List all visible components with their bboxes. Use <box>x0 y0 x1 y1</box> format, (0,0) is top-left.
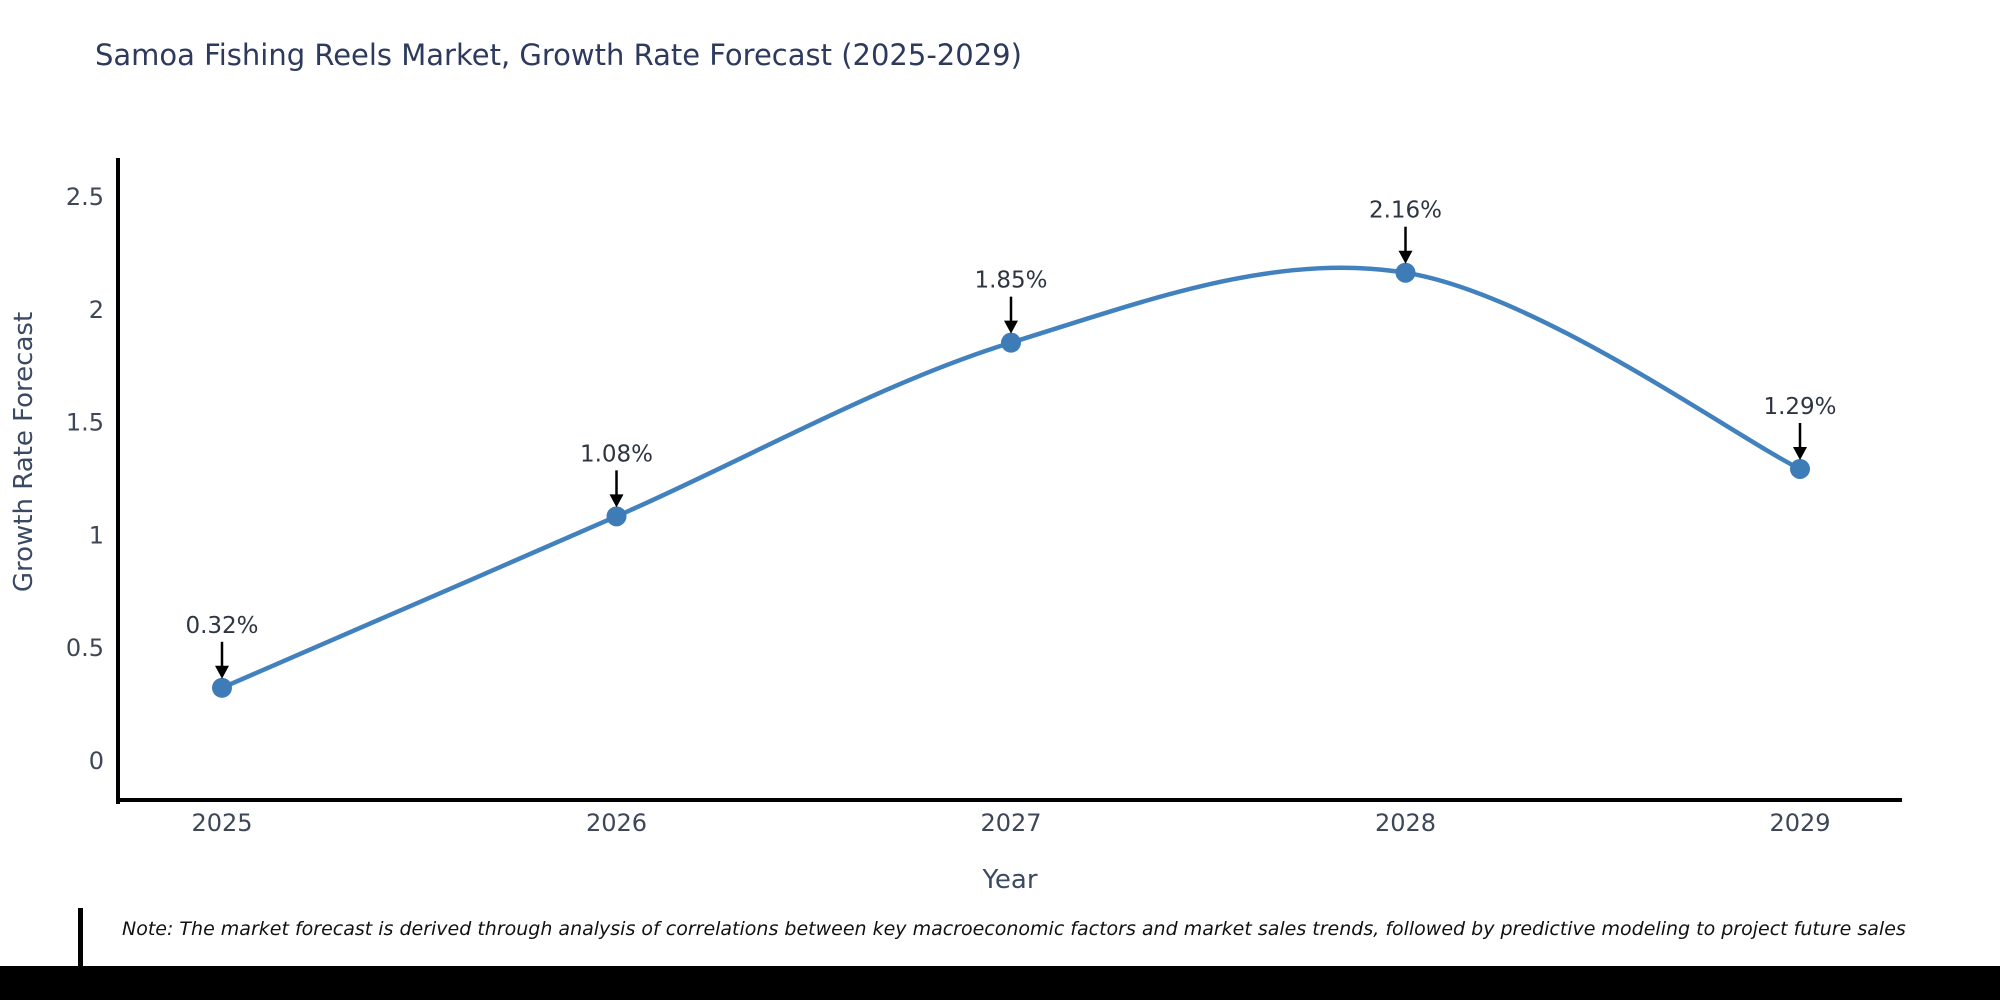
footnote: Note: The market forecast is derived thr… <box>122 918 1906 940</box>
data-point[interactable] <box>212 677 232 698</box>
point-value-label: 1.08% <box>580 441 653 467</box>
x-axis-title: Year <box>981 865 1037 895</box>
x-axis-tick-labels: 2025 2026 2027 2028 2029 <box>191 809 1830 837</box>
x-tick-label: 2026 <box>586 809 647 837</box>
x-axis-spine <box>116 798 1902 802</box>
y-tick-label: 2.5 <box>66 183 104 211</box>
y-axis-title: Growth Rate Forecast <box>9 312 39 592</box>
y-tick-label: 2 <box>89 296 104 324</box>
y-tick-label: 0 <box>89 747 104 775</box>
data-point-markers <box>212 262 1810 698</box>
annotation-arrow-head <box>1398 250 1413 264</box>
annotation-arrow-head <box>1793 446 1807 460</box>
annotation-arrow-head <box>215 665 229 679</box>
annotation-arrow-head <box>609 494 624 508</box>
x-tick-label: 2027 <box>980 809 1041 837</box>
y-axis-tick-labels: 0 0.5 1 1.5 2 2.5 <box>66 183 104 775</box>
point-annotations: 0.32% 1.08% 1.85% 2.16% 1.29% <box>185 198 1837 679</box>
data-point[interactable] <box>1790 458 1810 479</box>
x-tick-label: 2025 <box>191 809 252 837</box>
screen-edge-artifact-left <box>78 908 83 968</box>
x-tick-label: 2029 <box>1769 809 1830 837</box>
data-point[interactable] <box>1001 332 1021 353</box>
point-value-label: 2.16% <box>1369 198 1442 224</box>
y-axis-spine <box>116 158 120 804</box>
data-point[interactable] <box>1395 262 1416 283</box>
point-value-label: 1.85% <box>974 268 1047 294</box>
screen-edge-bar-bottom <box>0 966 2000 1000</box>
chart-title: Samoa Fishing Reels Market, Growth Rate … <box>95 38 1022 72</box>
data-point[interactable] <box>606 506 627 527</box>
y-tick-label: 1.5 <box>66 409 104 437</box>
y-tick-label: 1 <box>89 521 104 549</box>
annotation-arrow-head <box>1004 320 1018 334</box>
x-tick-label: 2028 <box>1375 809 1436 837</box>
point-value-label: 1.29% <box>1763 394 1836 420</box>
y-tick-label: 0.5 <box>66 634 104 662</box>
point-value-label: 0.32% <box>185 613 258 639</box>
